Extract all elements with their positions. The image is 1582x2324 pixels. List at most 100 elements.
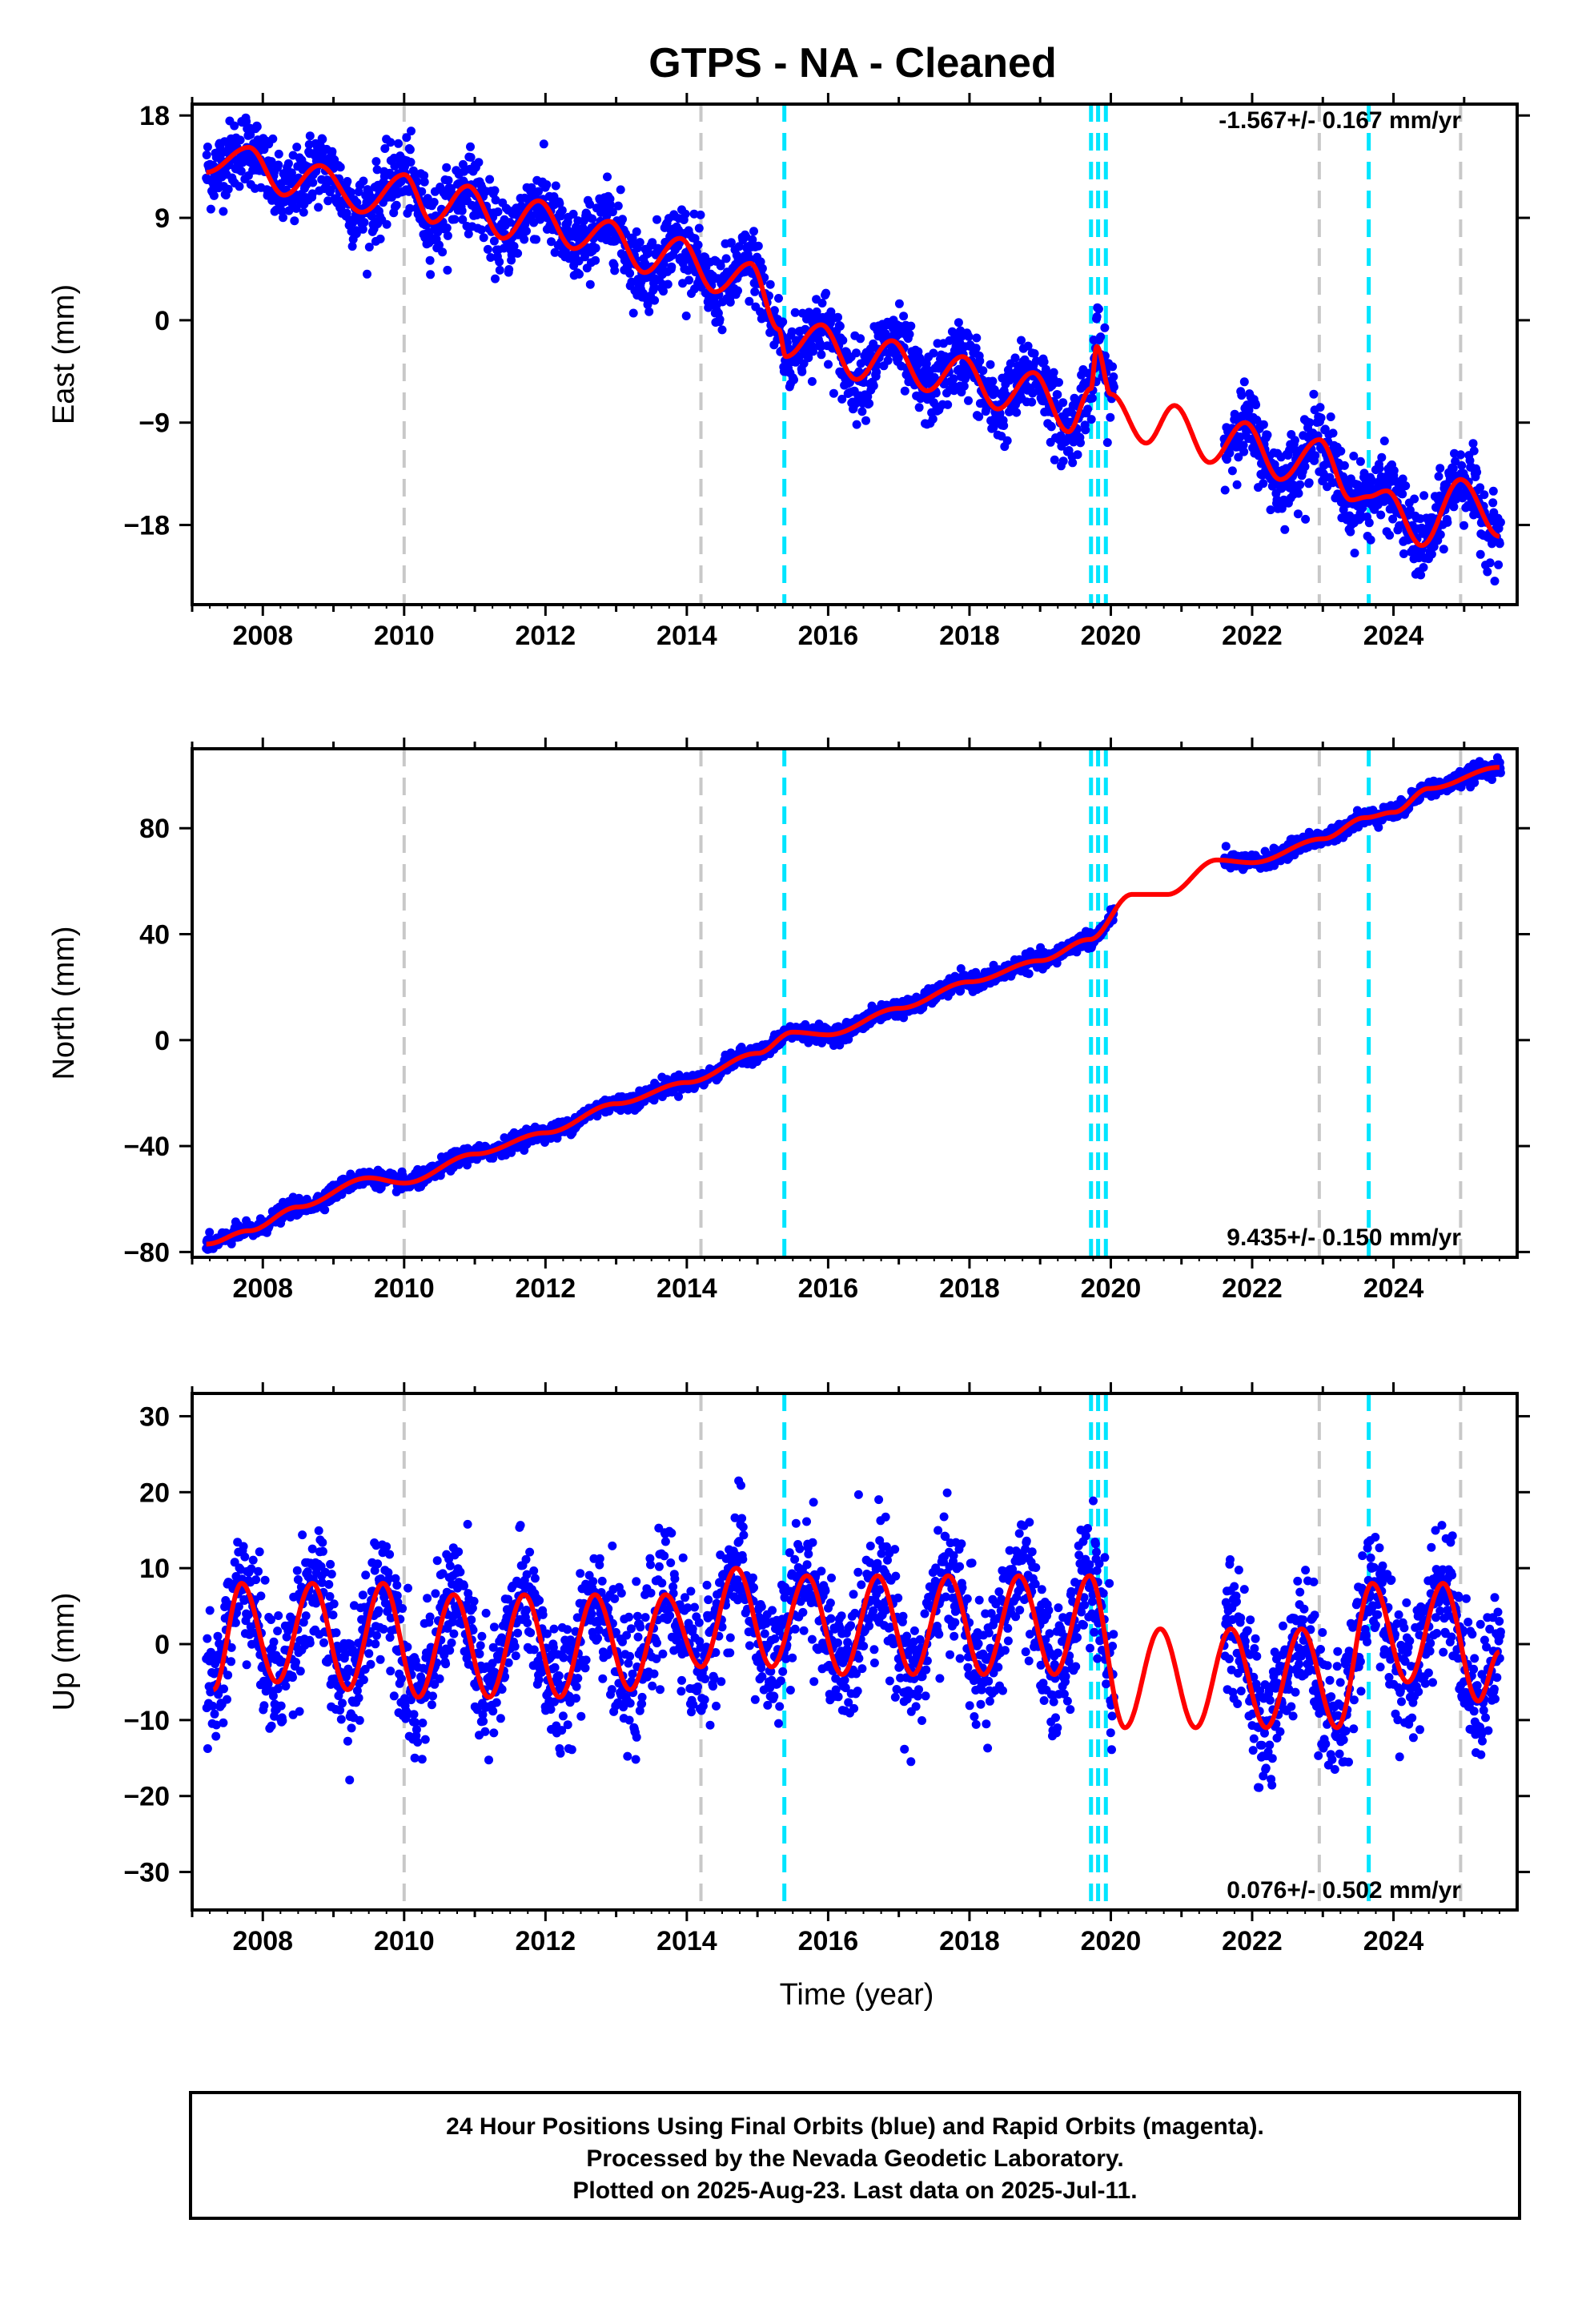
data-point <box>757 263 767 273</box>
data-point <box>1294 489 1303 498</box>
data-point <box>555 199 564 208</box>
data-point <box>734 242 744 251</box>
data-point <box>667 262 677 271</box>
data-point <box>323 196 333 206</box>
data-point <box>359 218 369 227</box>
data-point <box>342 208 351 218</box>
data-point <box>1472 468 1482 477</box>
data-point <box>314 203 323 212</box>
data-point <box>1010 353 1020 363</box>
data-point <box>1468 439 1478 448</box>
data-point <box>1457 460 1467 470</box>
data-point <box>335 163 345 172</box>
data-point <box>1435 530 1445 540</box>
data-point <box>733 286 742 296</box>
data-point <box>632 227 641 236</box>
data-point <box>625 268 635 278</box>
data-point <box>203 143 212 151</box>
data-point <box>1092 312 1102 321</box>
data-point <box>1315 403 1325 412</box>
data-point <box>659 287 668 296</box>
data-point <box>252 122 262 131</box>
data-point <box>1328 428 1338 438</box>
data-point <box>1108 362 1118 372</box>
data-point <box>438 247 448 257</box>
data-point <box>652 215 661 224</box>
data-point <box>1050 455 1059 464</box>
data-point <box>575 269 584 279</box>
x-tick-label: 2012 <box>516 621 576 651</box>
data-point <box>380 144 390 153</box>
data-point <box>838 336 848 345</box>
data-point <box>1311 451 1320 460</box>
data-point <box>354 187 363 196</box>
data-point <box>1495 539 1504 549</box>
data-point <box>292 143 302 152</box>
data-point <box>807 376 817 386</box>
data-point <box>402 133 412 143</box>
data-point <box>493 207 503 216</box>
data-point <box>805 311 814 320</box>
data-point <box>1053 390 1062 400</box>
data-point <box>1058 456 1068 466</box>
data-point <box>1443 517 1452 527</box>
data-point <box>1023 341 1033 351</box>
data-point <box>906 321 916 331</box>
data-point <box>899 312 909 321</box>
x-tick-label: 2024 <box>1363 621 1424 651</box>
data-point <box>1304 478 1314 488</box>
data-point <box>1086 415 1096 424</box>
data-point <box>635 238 644 247</box>
data-point <box>591 255 600 265</box>
data-point <box>1094 304 1103 314</box>
data-point <box>386 138 396 147</box>
data-point <box>1399 549 1408 558</box>
data-point <box>1439 545 1448 554</box>
data-point <box>457 206 467 215</box>
data-point <box>1039 357 1049 367</box>
data-point <box>458 159 468 169</box>
data-point <box>1301 514 1311 524</box>
data-point <box>852 348 861 358</box>
data-point <box>1096 332 1106 342</box>
data-point <box>219 207 228 216</box>
data-point <box>343 177 352 186</box>
data-point <box>1109 372 1118 381</box>
x-tick-label: 2018 <box>939 621 1000 651</box>
x-tick-label: 2014 <box>656 621 717 651</box>
data-point <box>522 227 531 235</box>
data-point <box>643 300 652 309</box>
data-point <box>628 308 638 318</box>
data-point <box>1490 577 1500 586</box>
data-point <box>804 353 813 363</box>
data-point <box>458 215 468 224</box>
data-point <box>476 225 486 235</box>
data-point <box>279 213 287 223</box>
data-point <box>809 347 818 356</box>
data-point <box>1476 549 1485 559</box>
data-point <box>346 187 355 197</box>
data-point <box>986 360 995 369</box>
data-point <box>721 254 731 263</box>
data-point <box>649 283 659 292</box>
data-point <box>726 238 736 247</box>
data-point <box>504 265 514 274</box>
data-point <box>444 175 453 185</box>
y-tick-label: 0 <box>155 306 170 336</box>
data-point <box>778 317 788 327</box>
data-point <box>1239 447 1249 456</box>
data-point <box>756 307 765 316</box>
data-point <box>869 381 878 391</box>
data-point <box>928 414 938 424</box>
data-point <box>588 214 597 223</box>
data-point <box>479 233 488 243</box>
data-point <box>835 321 845 331</box>
data-point <box>1049 368 1058 377</box>
data-point <box>568 209 578 219</box>
data-point <box>1376 510 1386 520</box>
data-point <box>1109 382 1118 392</box>
data-point <box>547 237 556 247</box>
data-point <box>975 356 985 366</box>
data-point <box>363 269 371 279</box>
data-point <box>509 242 519 251</box>
